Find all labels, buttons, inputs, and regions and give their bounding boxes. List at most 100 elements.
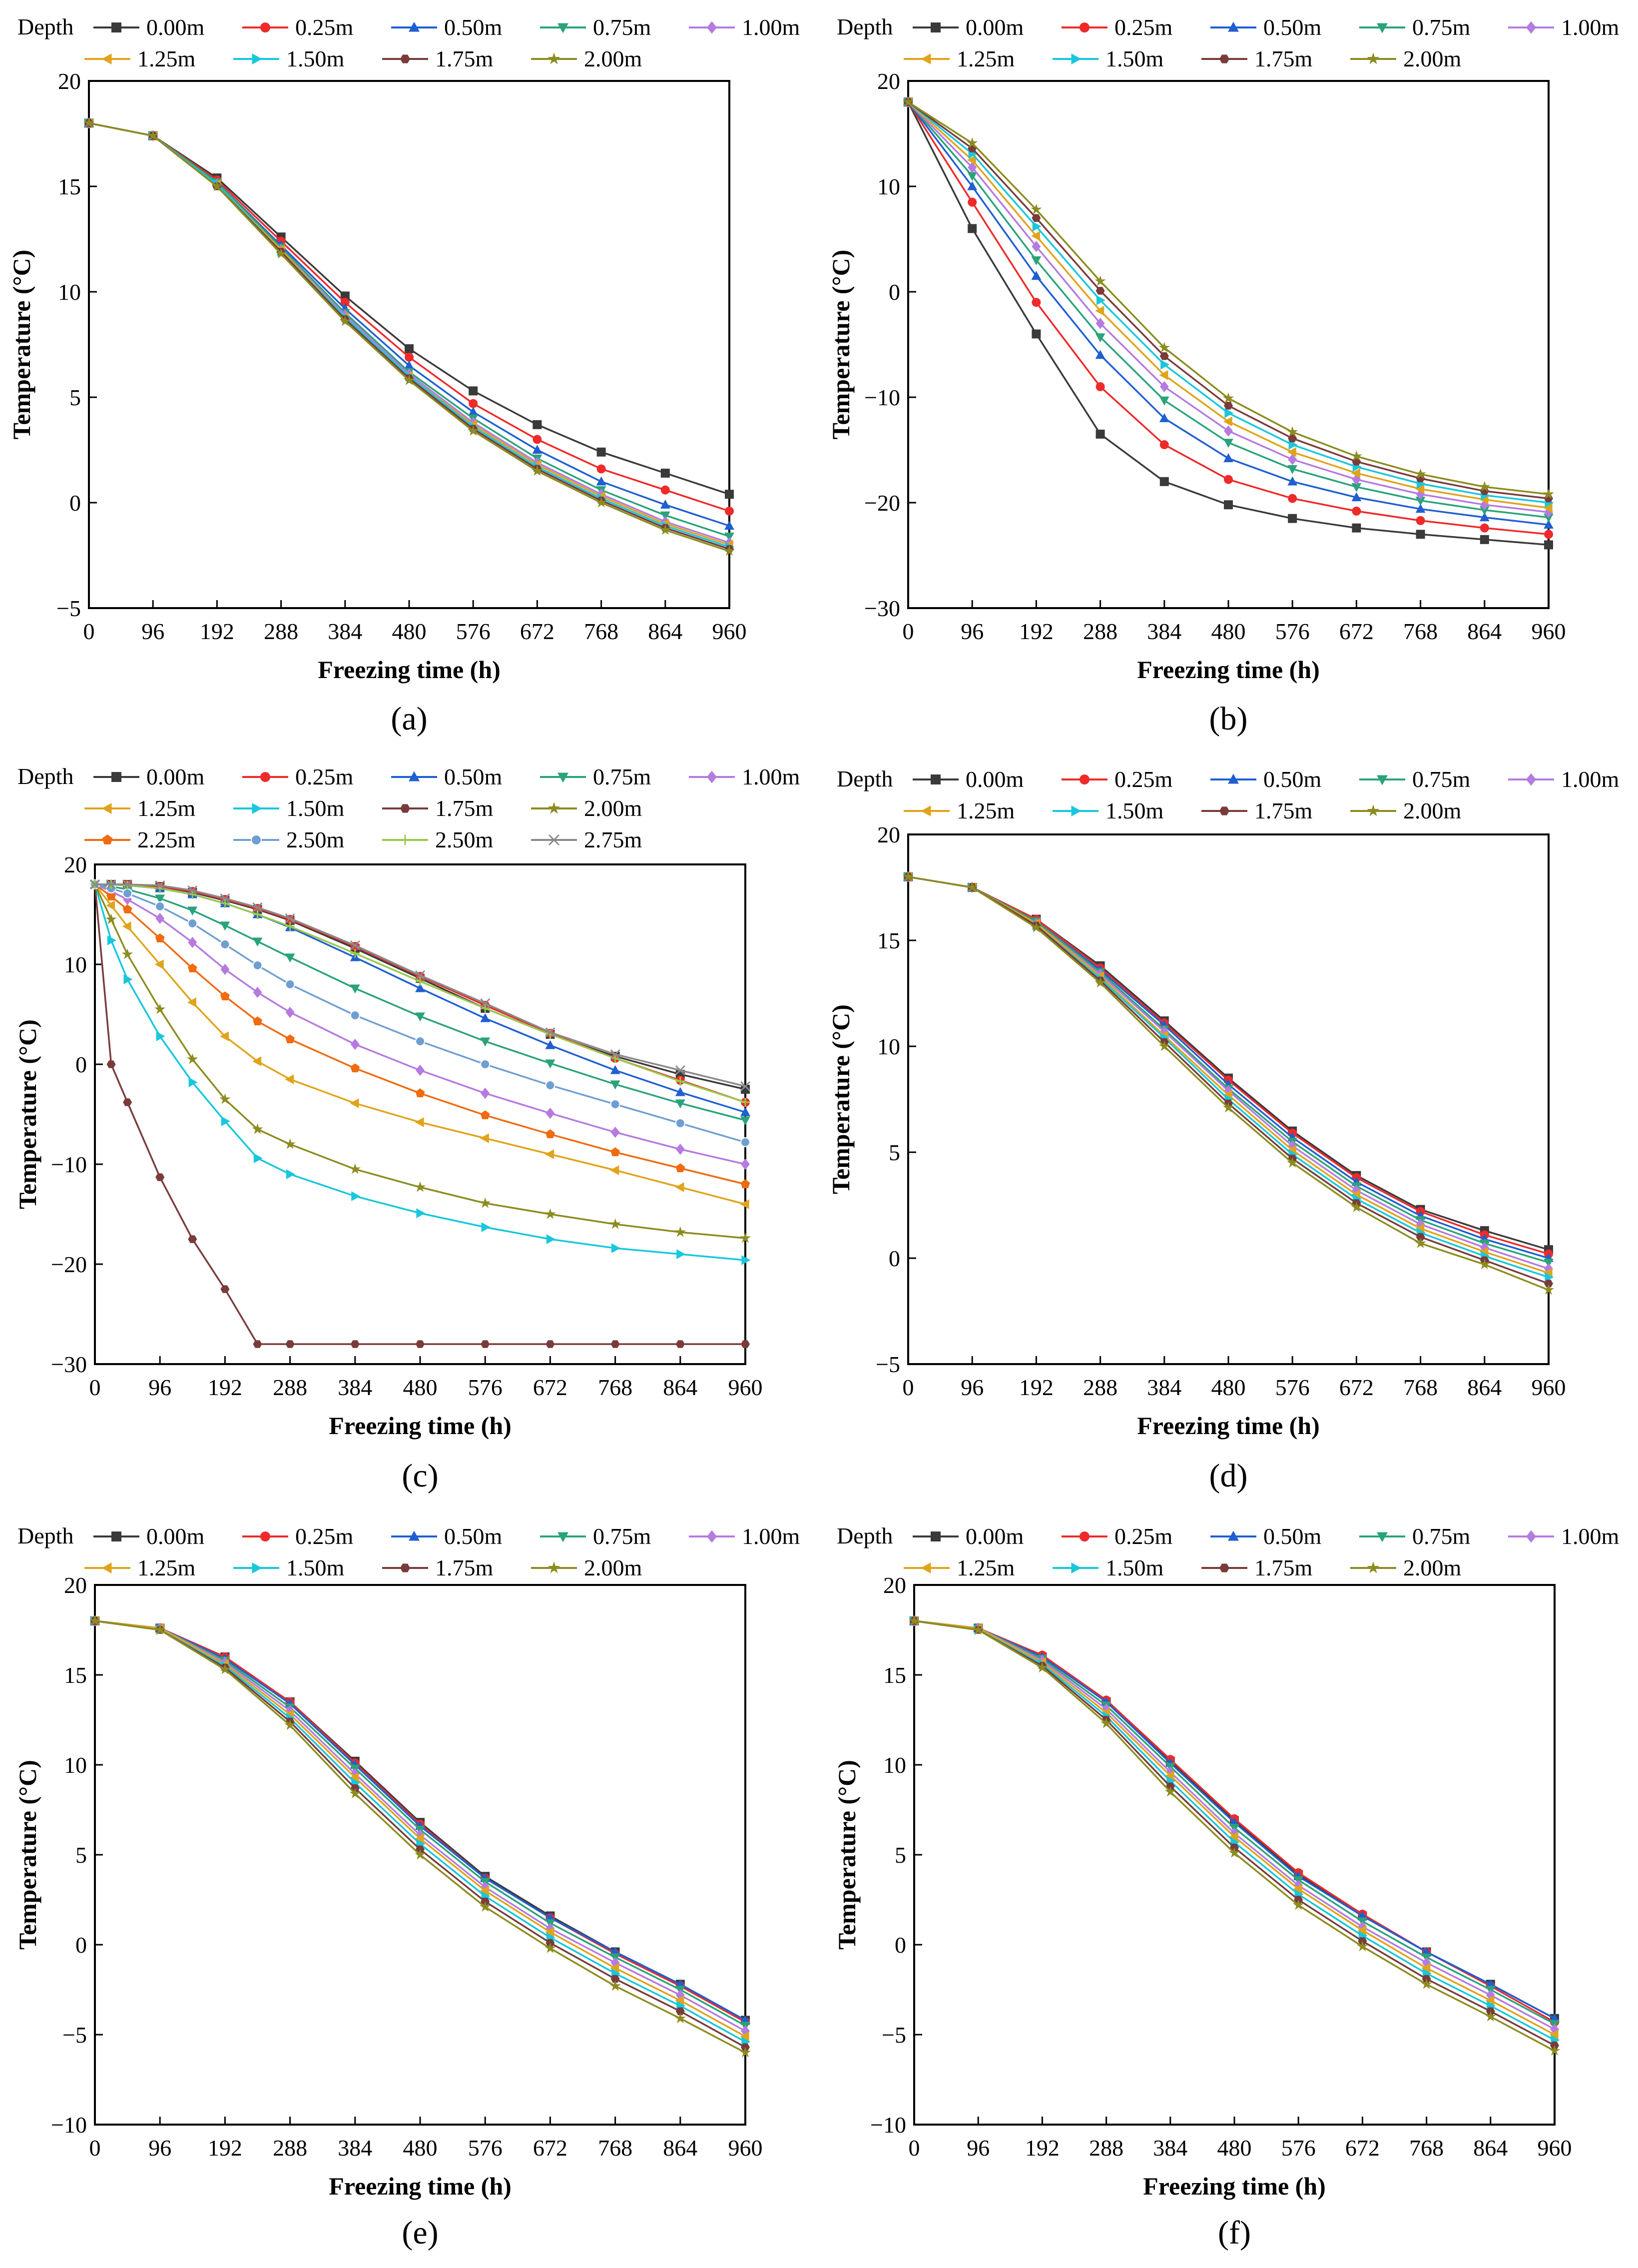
series-0.00m <box>904 872 1553 1255</box>
series-line <box>88 122 730 538</box>
legend-label: 1.50m <box>1105 798 1164 823</box>
data-point <box>1485 1995 1495 2006</box>
data-point <box>1293 1884 1302 1894</box>
legend-item: 0.50m <box>1210 1523 1322 1549</box>
legend-marker <box>409 1530 420 1541</box>
data-point <box>968 161 977 173</box>
data-point <box>610 1147 620 1157</box>
legend-item: 1.75m <box>1201 798 1313 823</box>
x-tick-label: 288 <box>273 2135 307 2161</box>
x-tick-label: 288 <box>1083 619 1117 644</box>
panel-f: Depth 0.00m 0.25m 0.50m 0.75m 1.00m 1.25m 1.50m… <box>833 1523 1620 2251</box>
data-point <box>546 1923 555 1934</box>
x-tick-label: 384 <box>338 2135 372 2161</box>
x-tick-label: 480 <box>403 2135 438 2161</box>
series-line <box>94 883 746 1185</box>
legend-marker <box>921 805 931 816</box>
data-point <box>1288 514 1297 523</box>
data-point <box>546 1234 555 1244</box>
data-point <box>1288 494 1297 503</box>
legend-marker <box>1228 21 1239 32</box>
series-2.00m <box>83 117 735 556</box>
data-point <box>1544 530 1553 539</box>
data-point <box>351 1191 361 1201</box>
x-tick-label: 768 <box>598 1375 632 1400</box>
data-point <box>285 1340 295 1348</box>
data-point <box>967 181 978 190</box>
data-point <box>1351 450 1362 461</box>
legend-label: 1.50m <box>1105 1555 1164 1580</box>
legend-item: 0.50m <box>1210 14 1322 40</box>
data-point <box>253 1016 262 1026</box>
data-point <box>121 948 133 959</box>
data-point <box>415 1833 424 1844</box>
legend-label: 0.50m <box>444 14 503 40</box>
legend-label: 0.50m <box>1263 1523 1322 1549</box>
x-tick-label: 960 <box>1538 2135 1572 2161</box>
legend-marker <box>400 835 410 845</box>
data-point <box>285 1006 295 1018</box>
legend-marker <box>101 803 112 814</box>
legend-item: 2.00m <box>531 46 642 71</box>
legend-marker <box>921 53 931 64</box>
y-tick-label: 10 <box>58 279 81 305</box>
data-point <box>187 906 198 916</box>
data-point <box>480 1133 489 1143</box>
legend-item: 0.75m <box>540 14 651 40</box>
data-point <box>545 1927 554 1937</box>
data-point <box>610 1963 619 1973</box>
legend-title: Depth <box>17 1523 73 1548</box>
data-point <box>1094 275 1106 286</box>
legend-marker <box>1071 805 1082 816</box>
legend-label: 1.75m <box>435 795 494 821</box>
y-tick-label: 15 <box>64 1662 87 1688</box>
x-tick-label: 864 <box>648 619 682 644</box>
data-point <box>545 1129 555 1139</box>
series-2.00m <box>902 96 1555 499</box>
y-axis-label: Temperature (°C) <box>13 1760 41 1950</box>
data-point <box>155 894 165 904</box>
legend-label: 0.75m <box>1412 766 1471 792</box>
plot-frame <box>907 80 1550 609</box>
x-tick-label: 576 <box>468 2135 503 2161</box>
data-point <box>416 1340 425 1348</box>
data-point <box>188 1235 197 1243</box>
data-point <box>414 1181 426 1192</box>
x-tick-label: 960 <box>1532 619 1566 644</box>
data-point <box>1287 1157 1298 1168</box>
data-point <box>1422 1957 1431 1969</box>
data-point <box>1352 523 1361 533</box>
data-point <box>404 360 414 370</box>
legend-item: 1.50m <box>1053 46 1164 71</box>
data-point <box>219 1663 231 1674</box>
legend-marker <box>707 1530 717 1543</box>
data-point <box>1416 516 1425 525</box>
data-point <box>610 1126 620 1138</box>
data-point <box>902 871 914 882</box>
data-point <box>220 899 230 908</box>
series-0.00m <box>904 97 1553 550</box>
y-tick-label: 0 <box>895 1932 906 1958</box>
x-tick-label: 192 <box>1019 1375 1054 1400</box>
legend-label: 1.75m <box>1254 46 1313 71</box>
legend-item: 0.75m <box>1359 1523 1471 1549</box>
data-point <box>481 1881 490 1893</box>
series-line <box>88 122 730 495</box>
x-axis-label: Freezing time (h) <box>1137 1412 1320 1440</box>
data-point <box>480 1059 491 1069</box>
y-tick-label: 5 <box>75 1842 87 1868</box>
data-point <box>350 1063 360 1073</box>
data-point <box>1224 425 1233 437</box>
legend-marker <box>1080 1531 1090 1541</box>
legend-item: 1.00m <box>1508 14 1620 40</box>
x-tick-label: 384 <box>338 1375 372 1400</box>
data-point <box>1415 484 1425 494</box>
legend-marker <box>547 802 560 814</box>
data-point <box>481 1004 490 1013</box>
series-1.25m <box>903 97 1553 513</box>
data-point <box>481 1222 491 1232</box>
legend-label: 1.50m <box>286 795 345 821</box>
data-point <box>405 352 414 362</box>
legend-item: 1.25m <box>904 46 1015 71</box>
legend-item: 0.00m <box>93 764 205 789</box>
